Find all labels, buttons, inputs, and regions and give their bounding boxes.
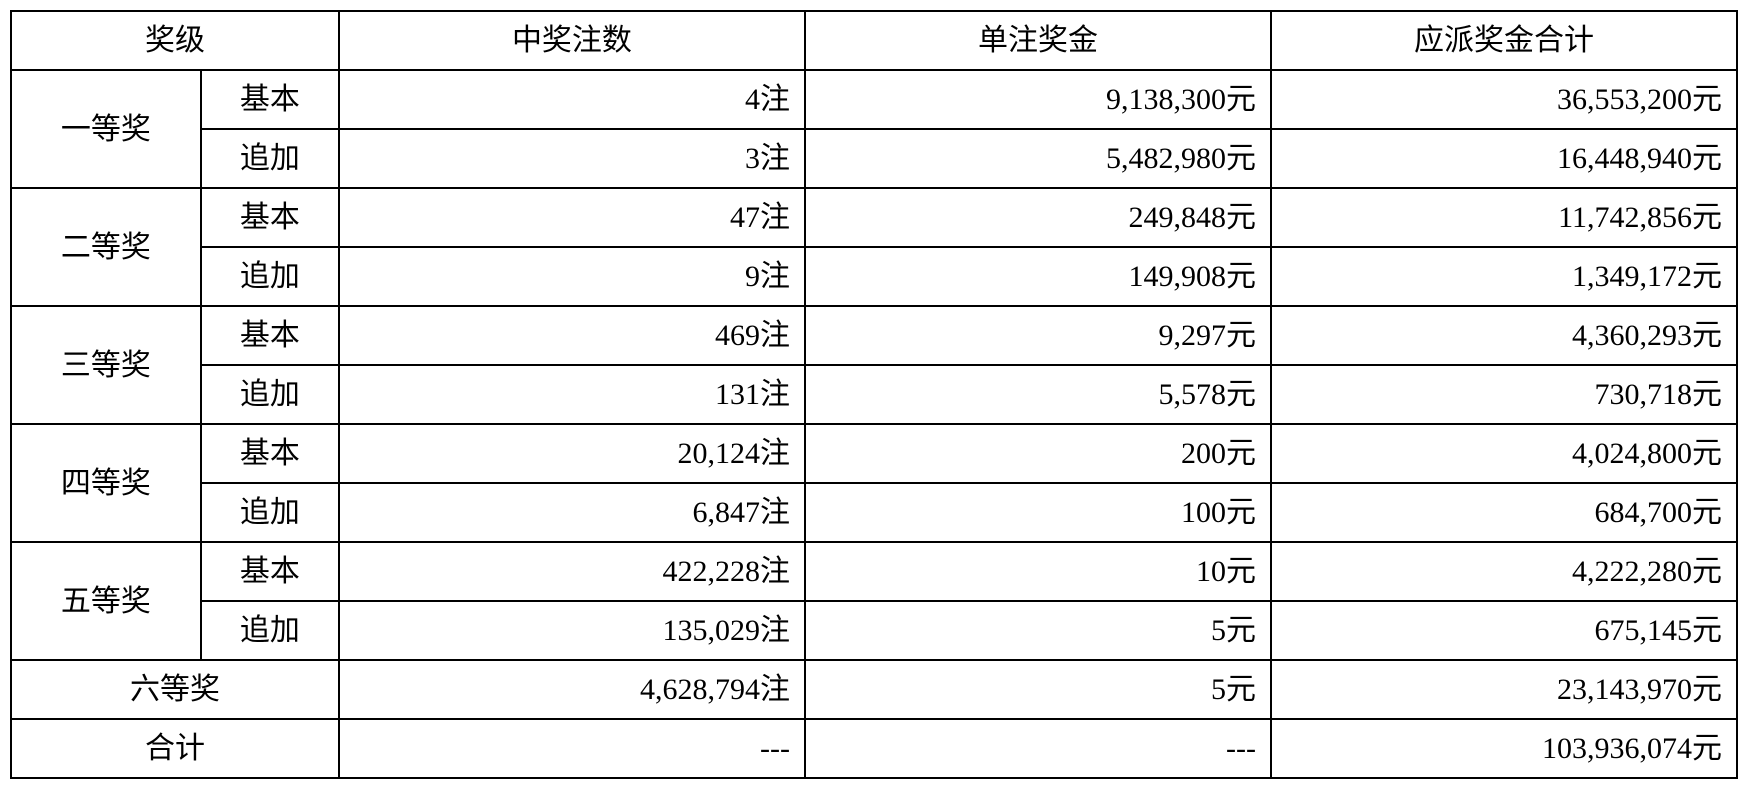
cell-per: 5,482,980元	[805, 129, 1271, 188]
table-row: 二等奖 基本 47注 249,848元 11,742,856元	[11, 188, 1737, 247]
header-count: 中奖注数	[339, 11, 805, 70]
totals-count: ---	[339, 719, 805, 778]
cell-count: 20,124注	[339, 424, 805, 483]
cell-total: 23,143,970元	[1271, 660, 1737, 719]
header-row: 奖级 中奖注数 单注奖金 应派奖金合计	[11, 11, 1737, 70]
cell-total: 684,700元	[1271, 483, 1737, 542]
tier-subtype: 基本	[201, 542, 339, 601]
tier-subtype: 追加	[201, 483, 339, 542]
cell-per: 249,848元	[805, 188, 1271, 247]
table-row: 一等奖 基本 4注 9,138,300元 36,553,200元	[11, 70, 1737, 129]
cell-count: 4注	[339, 70, 805, 129]
cell-count: 9注	[339, 247, 805, 306]
cell-per: 149,908元	[805, 247, 1271, 306]
tier-subtype: 基本	[201, 70, 339, 129]
table-row: 追加 9注 149,908元 1,349,172元	[11, 247, 1737, 306]
tier-subtype: 追加	[201, 365, 339, 424]
table-row: 四等奖 基本 20,124注 200元 4,024,800元	[11, 424, 1737, 483]
tier-name: 二等奖	[11, 188, 201, 306]
tier-name: 一等奖	[11, 70, 201, 188]
totals-label: 合计	[11, 719, 339, 778]
cell-count: 469注	[339, 306, 805, 365]
cell-per: 100元	[805, 483, 1271, 542]
tier-subtype: 追加	[201, 129, 339, 188]
tier-subtype: 基本	[201, 306, 339, 365]
table-row: 追加 131注 5,578元 730,718元	[11, 365, 1737, 424]
cell-total: 16,448,940元	[1271, 129, 1737, 188]
table-row: 三等奖 基本 469注 9,297元 4,360,293元	[11, 306, 1737, 365]
tier-subtype: 基本	[201, 188, 339, 247]
cell-count: 6,847注	[339, 483, 805, 542]
cell-per: 5元	[805, 601, 1271, 660]
header-total: 应派奖金合计	[1271, 11, 1737, 70]
cell-count: 4,628,794注	[339, 660, 805, 719]
cell-total: 675,145元	[1271, 601, 1737, 660]
cell-per: 10元	[805, 542, 1271, 601]
header-per: 单注奖金	[805, 11, 1271, 70]
cell-total: 36,553,200元	[1271, 70, 1737, 129]
tier-name: 五等奖	[11, 542, 201, 660]
cell-total: 4,024,800元	[1271, 424, 1737, 483]
cell-count: 135,029注	[339, 601, 805, 660]
totals-row: 合计 --- --- 103,936,074元	[11, 719, 1737, 778]
table-row: 追加 135,029注 5元 675,145元	[11, 601, 1737, 660]
table-row: 追加 6,847注 100元 684,700元	[11, 483, 1737, 542]
table-row: 五等奖 基本 422,228注 10元 4,222,280元	[11, 542, 1737, 601]
tier-name: 六等奖	[11, 660, 339, 719]
cell-total: 1,349,172元	[1271, 247, 1737, 306]
cell-count: 131注	[339, 365, 805, 424]
lottery-prize-table: 奖级 中奖注数 单注奖金 应派奖金合计 一等奖 基本 4注 9,138,300元…	[10, 10, 1738, 779]
tier-subtype: 基本	[201, 424, 339, 483]
cell-per: 9,138,300元	[805, 70, 1271, 129]
header-tier: 奖级	[11, 11, 339, 70]
cell-count: 47注	[339, 188, 805, 247]
totals-total: 103,936,074元	[1271, 719, 1737, 778]
table-row: 追加 3注 5,482,980元 16,448,940元	[11, 129, 1737, 188]
tier-name: 三等奖	[11, 306, 201, 424]
cell-total: 11,742,856元	[1271, 188, 1737, 247]
totals-per: ---	[805, 719, 1271, 778]
cell-count: 422,228注	[339, 542, 805, 601]
tier-name: 四等奖	[11, 424, 201, 542]
cell-per: 5元	[805, 660, 1271, 719]
cell-total: 4,222,280元	[1271, 542, 1737, 601]
cell-per: 9,297元	[805, 306, 1271, 365]
cell-per: 200元	[805, 424, 1271, 483]
tier-subtype: 追加	[201, 247, 339, 306]
sixth-prize-row: 六等奖 4,628,794注 5元 23,143,970元	[11, 660, 1737, 719]
cell-total: 4,360,293元	[1271, 306, 1737, 365]
cell-count: 3注	[339, 129, 805, 188]
tier-subtype: 追加	[201, 601, 339, 660]
cell-total: 730,718元	[1271, 365, 1737, 424]
cell-per: 5,578元	[805, 365, 1271, 424]
